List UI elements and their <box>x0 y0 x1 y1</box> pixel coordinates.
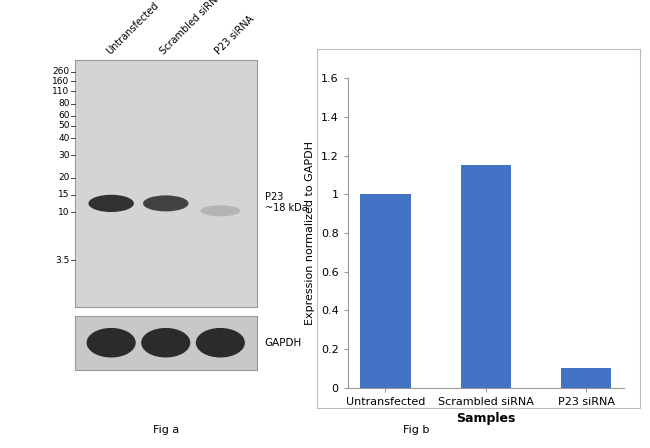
Text: 160: 160 <box>52 77 70 86</box>
Text: GAPDH: GAPDH <box>265 338 302 348</box>
Ellipse shape <box>141 328 190 358</box>
Text: 40: 40 <box>58 134 70 142</box>
Text: 50: 50 <box>58 121 70 130</box>
Ellipse shape <box>143 195 188 211</box>
Text: 30: 30 <box>58 151 70 160</box>
Ellipse shape <box>200 205 240 216</box>
Text: 20: 20 <box>58 173 70 182</box>
Text: 110: 110 <box>52 87 70 96</box>
Bar <box>360 194 411 388</box>
Text: Fig b: Fig b <box>403 425 429 435</box>
Text: Fig a: Fig a <box>153 425 179 435</box>
Y-axis label: Expression normalized to GAPDH: Expression normalized to GAPDH <box>306 141 315 325</box>
Bar <box>461 165 511 388</box>
Text: 3.5: 3.5 <box>55 255 70 265</box>
X-axis label: Samples: Samples <box>456 412 515 425</box>
Text: Untransfected: Untransfected <box>104 0 160 56</box>
Text: Scrambled siRNA: Scrambled siRNA <box>159 0 225 56</box>
Text: P23: P23 <box>265 192 283 202</box>
Ellipse shape <box>86 328 136 358</box>
Ellipse shape <box>196 328 245 358</box>
Bar <box>561 368 612 388</box>
Text: ~18 kDa: ~18 kDa <box>265 203 307 213</box>
Text: 260: 260 <box>53 67 70 76</box>
Text: 60: 60 <box>58 112 70 121</box>
Text: 80: 80 <box>58 99 70 108</box>
Text: 10: 10 <box>58 207 70 216</box>
Ellipse shape <box>88 195 134 212</box>
Text: 15: 15 <box>58 190 70 199</box>
Text: P23 siRNA: P23 siRNA <box>213 13 256 56</box>
